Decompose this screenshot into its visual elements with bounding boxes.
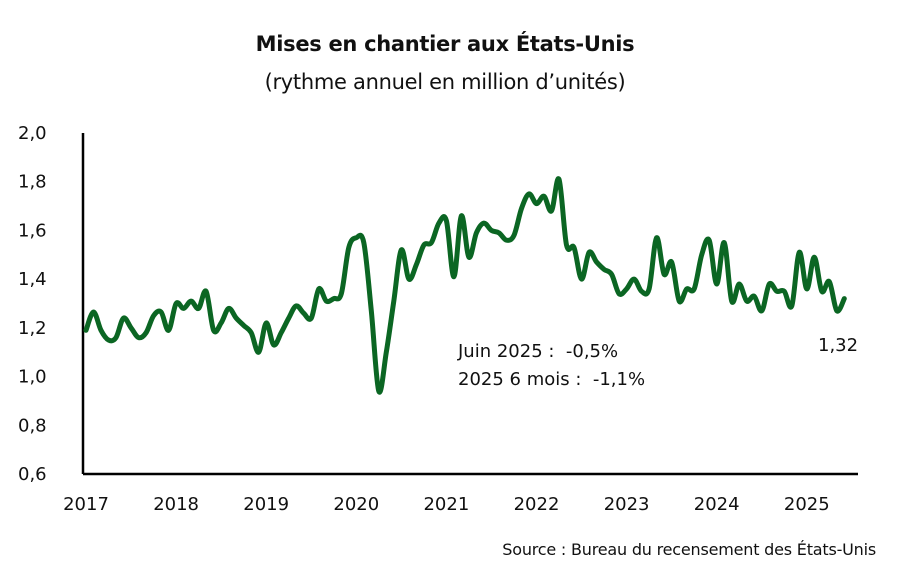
chart-subtitle: (rythme annuel en million d’unités) (264, 70, 626, 94)
x-axis-ticks: 2017 2018 2019 2020 2021 2022 2023 2024 2025 (63, 494, 830, 515)
source-note: Source : Bureau du recensement des États… (502, 540, 876, 559)
y-tick-label: 2,0 (18, 123, 47, 144)
y-tick-label: 1,8 (18, 172, 47, 193)
x-tick-label: 2025 (784, 494, 830, 515)
annotation-2025-6-months: 2025 6 mois : -1,1% (458, 369, 645, 390)
y-tick-label: 0,8 (18, 415, 47, 436)
x-tick-label: 2019 (243, 494, 289, 515)
x-tick-label: 2020 (333, 494, 379, 515)
x-tick-label: 2022 (514, 494, 560, 515)
chart-title: Mises en chantier aux États-Unis (255, 32, 635, 56)
y-axis-ticks: 2,0 1,8 1,6 1,4 1,2 1,0 0,8 0,6 (18, 123, 47, 485)
y-tick-label: 0,6 (18, 464, 47, 485)
y-tick-label: 1,4 (18, 269, 47, 290)
y-tick-label: 1,6 (18, 220, 47, 241)
x-tick-label: 2023 (604, 494, 650, 515)
x-tick-label: 2021 (423, 494, 469, 515)
series-line-mises-en-chantier (83, 176, 847, 395)
x-tick-label: 2018 (153, 494, 199, 515)
x-tick-label: 2024 (694, 494, 740, 515)
y-tick-label: 1,2 (18, 318, 47, 339)
annotation-june-2025: Juin 2025 : -0,5% (457, 341, 618, 362)
last-value-label: 1,32 (818, 335, 858, 356)
x-tick-label: 2017 (63, 494, 109, 515)
y-tick-label: 1,0 (18, 367, 47, 388)
